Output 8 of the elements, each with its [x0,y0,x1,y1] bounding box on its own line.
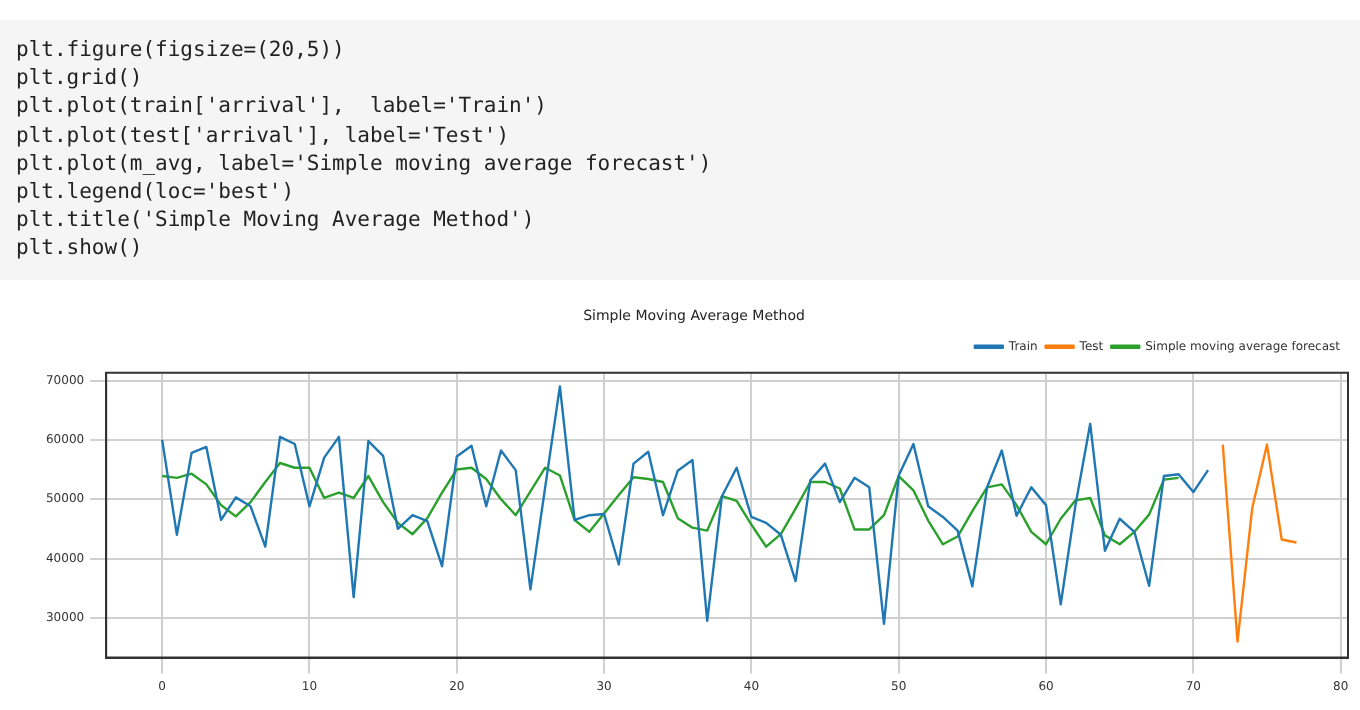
text: plt.figure(figsize=(20,5)) [16,36,347,65]
text: plt.title('Simple Moving Average Method') [16,206,537,235]
text: plt.plot(m_avg, label='Simple moving average forecast') [16,149,714,179]
text: plt.plot(test['arrival'], label='Test') [16,121,512,150]
text: plt.plot(train['arrival'], label='Train') [16,92,550,122]
text: plt.grid() [16,64,145,93]
text: plt.show() [16,234,145,264]
text: plt.legend(loc='best') [16,178,297,207]
